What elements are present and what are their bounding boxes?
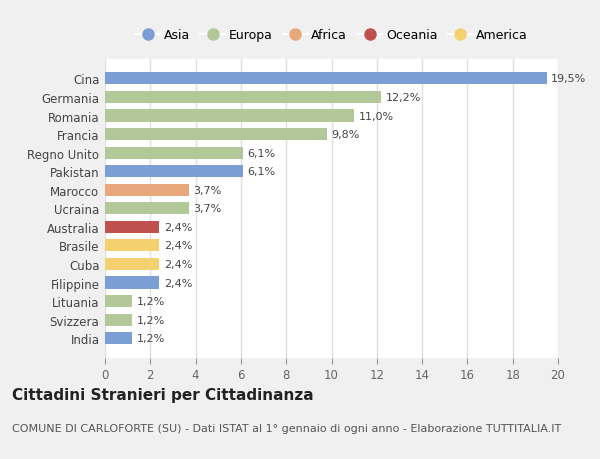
Text: 1,2%: 1,2% <box>137 297 165 307</box>
Text: COMUNE DI CARLOFORTE (SU) - Dati ISTAT al 1° gennaio di ogni anno - Elaborazione: COMUNE DI CARLOFORTE (SU) - Dati ISTAT a… <box>12 424 561 433</box>
Text: 11,0%: 11,0% <box>359 111 394 121</box>
Bar <box>105 92 382 104</box>
Bar <box>105 110 354 122</box>
Text: 6,1%: 6,1% <box>248 148 276 158</box>
Text: 3,7%: 3,7% <box>193 185 221 196</box>
Bar <box>105 240 160 252</box>
Text: 3,7%: 3,7% <box>193 204 221 214</box>
Text: 2,4%: 2,4% <box>164 278 192 288</box>
Bar <box>105 203 189 215</box>
Text: 6,1%: 6,1% <box>248 167 276 177</box>
Text: 19,5%: 19,5% <box>551 74 586 84</box>
Bar <box>105 185 189 196</box>
Bar <box>105 314 132 326</box>
Text: 1,2%: 1,2% <box>137 315 165 325</box>
Text: 12,2%: 12,2% <box>386 93 421 103</box>
Bar <box>105 332 132 344</box>
Bar <box>105 129 327 141</box>
Bar <box>105 258 160 270</box>
Text: 1,2%: 1,2% <box>137 333 165 343</box>
Bar <box>105 166 243 178</box>
Text: 2,4%: 2,4% <box>164 241 192 251</box>
Bar <box>105 296 132 308</box>
Bar <box>105 221 160 233</box>
Text: Cittadini Stranieri per Cittadinanza: Cittadini Stranieri per Cittadinanza <box>12 387 314 403</box>
Legend: Asia, Europa, Africa, Oceania, America: Asia, Europa, Africa, Oceania, America <box>130 24 533 47</box>
Text: 2,4%: 2,4% <box>164 259 192 269</box>
Bar <box>105 147 243 159</box>
Bar <box>105 277 160 289</box>
Bar <box>105 73 547 85</box>
Text: 9,8%: 9,8% <box>332 130 360 140</box>
Text: 2,4%: 2,4% <box>164 222 192 232</box>
